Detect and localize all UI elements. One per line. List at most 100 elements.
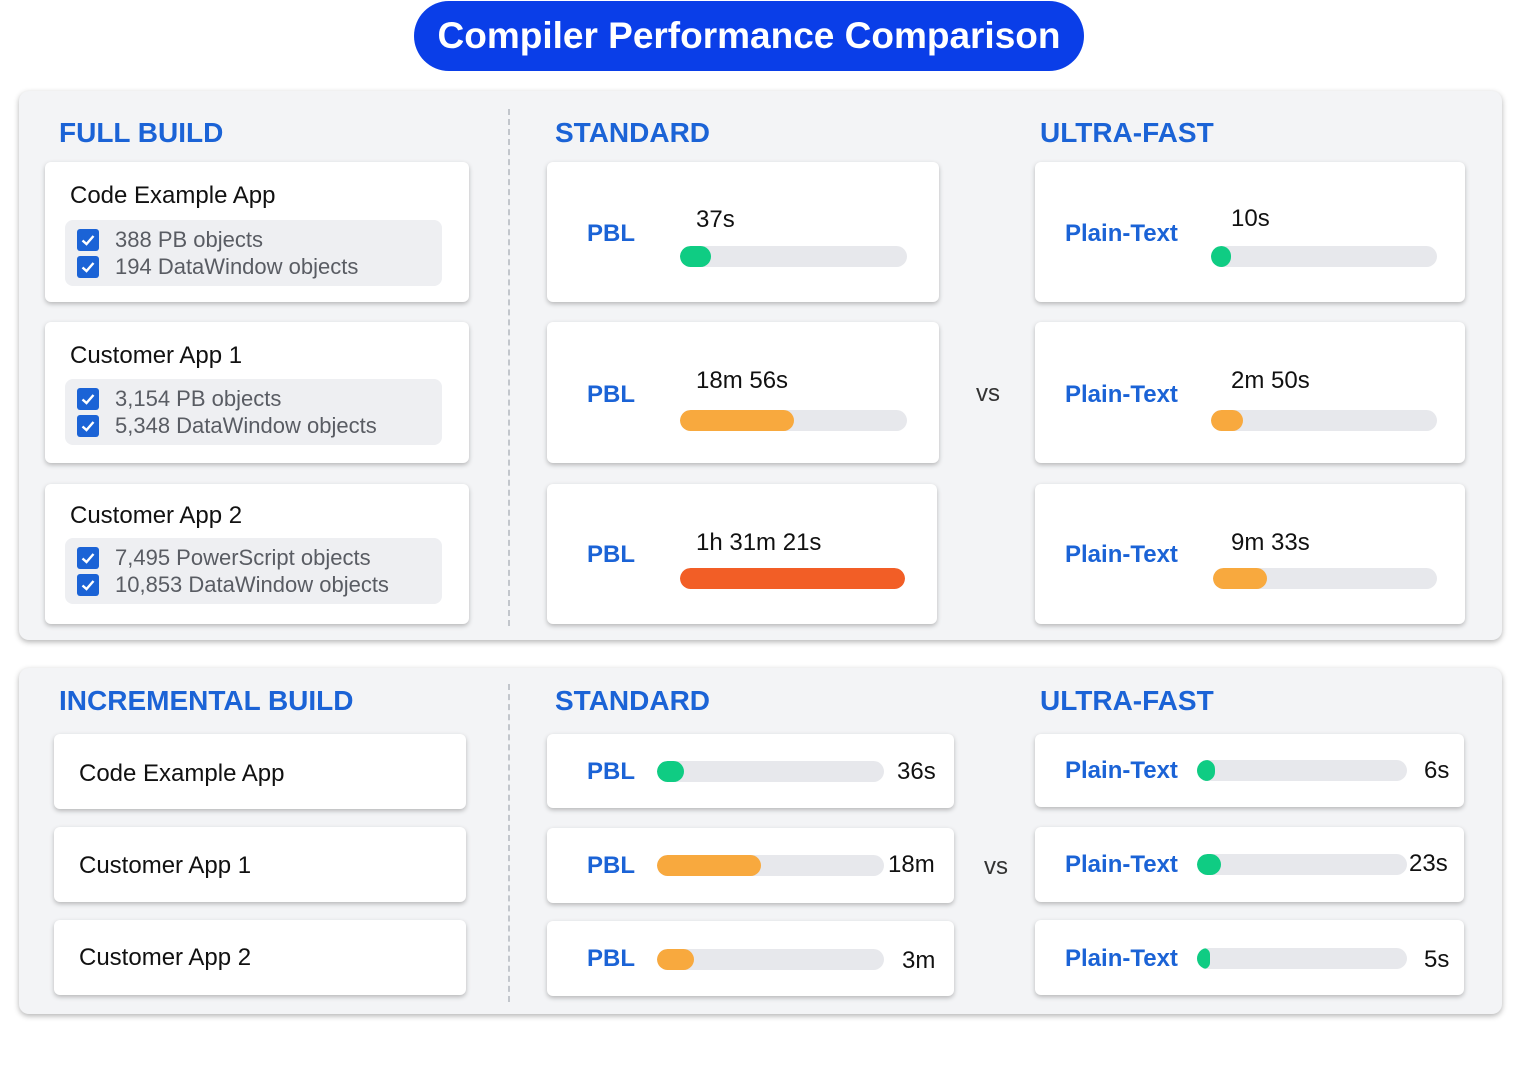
build-time: 23s [1409, 850, 1448, 877]
time-bar [657, 949, 695, 970]
build-time: 18m 56s [696, 367, 789, 394]
time-bar-track [1211, 246, 1437, 267]
time-bar-track [680, 410, 907, 431]
app-name: Customer App 2 [70, 502, 243, 529]
full-standard-card: PBL 1h 31m 21s [547, 484, 937, 624]
incremental-standard-card: PBL 36s [547, 734, 954, 808]
full-ultra-card: Plain-Text 2m 50s [1035, 322, 1465, 463]
time-bar [680, 568, 905, 589]
checkbox-icon [77, 574, 99, 596]
incremental-build-ultra-heading: ULTRA-FAST [1040, 685, 1214, 716]
object-item: 7,495 PowerScript objects [77, 545, 371, 570]
time-bar [1213, 568, 1267, 589]
app-name: Customer App 1 [79, 852, 252, 879]
format-label: Plain-Text [1065, 220, 1178, 247]
build-time: 18m [888, 851, 935, 878]
format-label: Plain-Text [1065, 851, 1178, 878]
full-app-card: Code Example App 388 PB objects 194 Data… [45, 162, 469, 302]
time-bar [657, 855, 762, 876]
incremental-build-divider [508, 684, 510, 1002]
object-item: 5,348 DataWindow objects [77, 413, 377, 438]
time-bar [1197, 948, 1210, 969]
full-ultra-card: Plain-Text 9m 33s [1035, 484, 1465, 624]
full-build-ultra-heading: ULTRA-FAST [1040, 117, 1214, 148]
format-label: Plain-Text [1065, 945, 1178, 972]
time-bar [1197, 760, 1215, 781]
app-name: Customer App 1 [70, 342, 243, 369]
incremental-app-card: Code Example App [54, 734, 466, 809]
incremental-build-vs: vs [984, 853, 1008, 880]
time-bar-track [1197, 854, 1407, 875]
time-bar-track [1211, 410, 1437, 431]
format-label: Plain-Text [1065, 541, 1178, 568]
full-standard-card: PBL 37s [547, 162, 939, 302]
checkbox-icon [77, 547, 99, 569]
incremental-build-heading: INCREMENTAL BUILD [59, 685, 354, 716]
incremental-standard-card: PBL 3m [547, 921, 954, 996]
full-build-heading: FULL BUILD [59, 117, 224, 148]
format-label: PBL [587, 220, 635, 247]
format-label: Plain-Text [1065, 757, 1178, 784]
time-bar-track [1197, 948, 1407, 969]
build-time: 1h 31m 21s [696, 529, 822, 556]
format-label: PBL [587, 541, 635, 568]
checkbox-icon [77, 388, 99, 410]
build-time: 36s [897, 758, 936, 785]
full-build-vs: vs [976, 380, 1000, 407]
time-bar-track [657, 855, 884, 876]
build-time: 2m 50s [1231, 367, 1310, 394]
checkbox-icon [77, 256, 99, 278]
full-ultra-card: Plain-Text 10s [1035, 162, 1465, 302]
object-count: 10,853 DataWindow objects [115, 572, 389, 597]
time-bar [1211, 410, 1243, 431]
time-bar-track [680, 246, 907, 267]
object-list: 3,154 PB objects 5,348 DataWindow object… [65, 379, 442, 445]
full-standard-card: PBL 18m 56s [547, 322, 939, 463]
build-time: 37s [696, 206, 735, 233]
time-bar [1211, 246, 1232, 267]
format-label: PBL [587, 381, 635, 408]
object-count: 3,154 PB objects [115, 386, 282, 411]
incremental-standard-card: PBL 18m [547, 828, 954, 903]
build-time: 6s [1424, 757, 1450, 784]
full-build-standard-heading: STANDARD [555, 117, 711, 148]
incremental-ultra-card: Plain-Text 5s [1035, 920, 1464, 995]
time-bar [680, 410, 794, 431]
object-count: 388 PB objects [115, 227, 263, 252]
object-item: 10,853 DataWindow objects [77, 572, 389, 597]
checkbox-icon [77, 229, 99, 251]
full-app-card: Customer App 2 7,495 PowerScript objects… [45, 484, 469, 624]
object-list: 388 PB objects 194 DataWindow objects [65, 220, 442, 286]
object-item: 194 DataWindow objects [77, 254, 359, 279]
app-name: Customer App 2 [79, 944, 252, 971]
format-label: PBL [587, 945, 635, 972]
app-name: Code Example App [70, 182, 276, 209]
time-bar [680, 246, 711, 267]
incremental-build-standard-heading: STANDARD [555, 685, 711, 716]
format-label: PBL [587, 758, 635, 785]
format-label: PBL [587, 852, 635, 879]
time-bar-track [680, 568, 905, 589]
build-time: 10s [1231, 205, 1270, 232]
build-time: 9m 33s [1231, 529, 1310, 556]
object-count: 5,348 DataWindow objects [115, 413, 377, 438]
page-title: Compiler Performance Comparison [414, 1, 1084, 71]
object-list: 7,495 PowerScript objects 10,853 DataWin… [65, 538, 442, 604]
build-time: 5s [1424, 946, 1450, 973]
incremental-app-card: Customer App 1 [54, 827, 466, 902]
incremental-ultra-card: Plain-Text 23s [1035, 827, 1464, 902]
full-app-card: Customer App 1 3,154 PB objects 5,348 Da… [45, 322, 469, 463]
object-count: 7,495 PowerScript objects [115, 545, 371, 570]
time-bar-track [657, 761, 884, 782]
full-build-divider [508, 109, 510, 626]
time-bar [657, 761, 685, 782]
time-bar-track [1197, 760, 1407, 781]
build-time: 3m [902, 947, 936, 974]
object-count: 194 DataWindow objects [115, 254, 359, 279]
object-item: 388 PB objects [77, 227, 263, 252]
app-name: Code Example App [79, 760, 285, 787]
time-bar [1197, 854, 1222, 875]
incremental-app-card: Customer App 2 [54, 920, 466, 995]
format-label: Plain-Text [1065, 381, 1178, 408]
time-bar-track [657, 949, 884, 970]
